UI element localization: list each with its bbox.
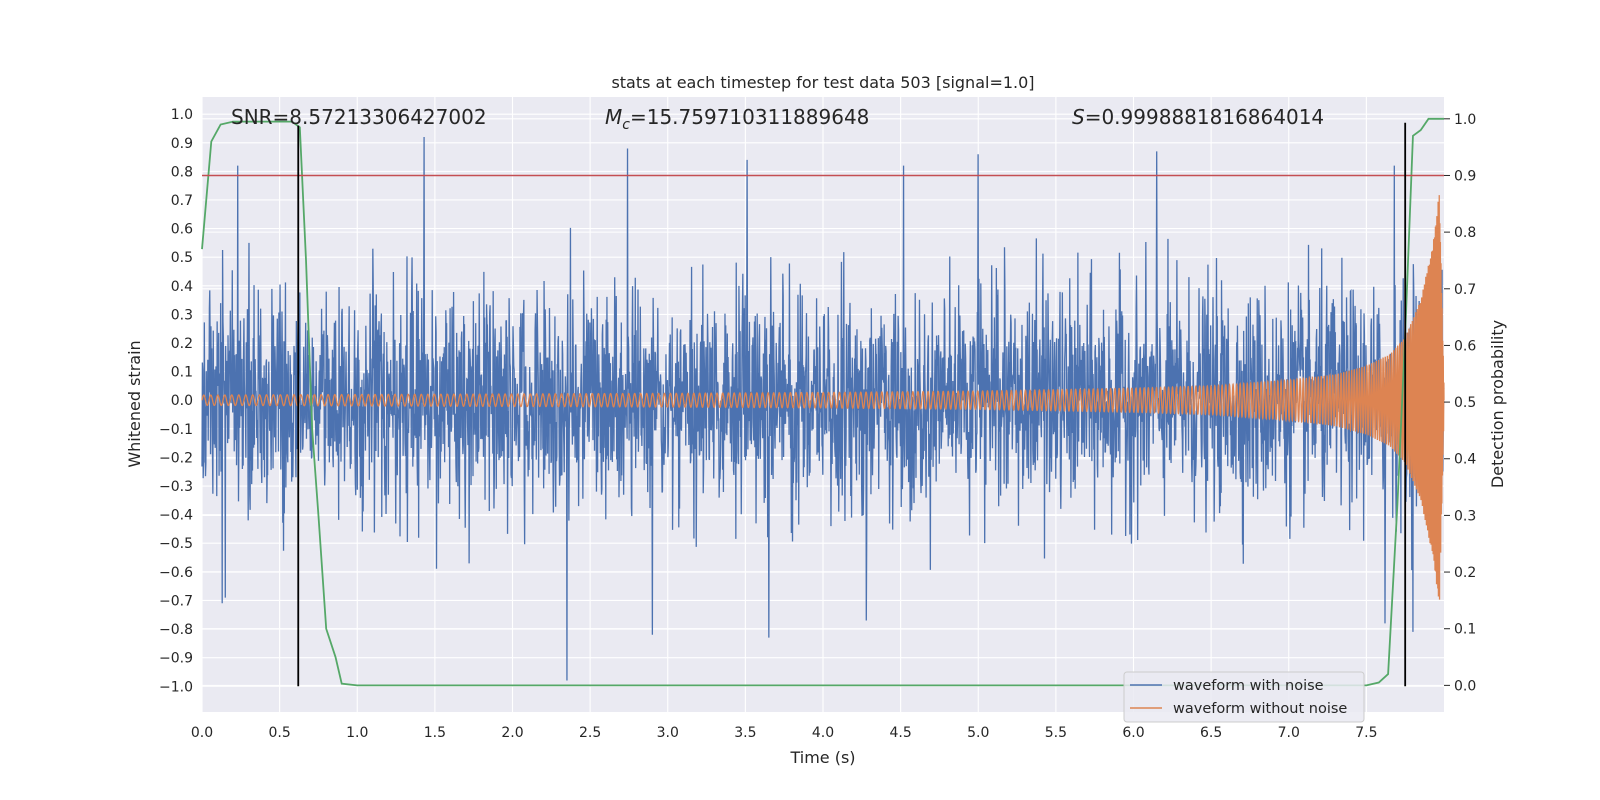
x-tick-label: 1.0 <box>346 725 368 741</box>
y-left-tick-label: 0.6 <box>171 222 193 238</box>
clean-waveform-line <box>201 195 1445 600</box>
y-right-tick-label: 0.5 <box>1454 395 1476 411</box>
y-right-tick-label: 0.8 <box>1454 225 1476 241</box>
y-left-tick-label: −0.8 <box>159 622 193 638</box>
y-left-tick-label: 0.7 <box>171 193 193 209</box>
series-waveform-with-noise <box>201 137 1445 681</box>
s-annotation: S=0.9998881816864014 <box>1072 105 1324 129</box>
noise-waveform-line <box>201 137 1445 681</box>
x-tick-label: 5.5 <box>1045 725 1067 741</box>
y-right-tick-label: 0.3 <box>1454 508 1476 524</box>
y-left-tick-label: 0.9 <box>171 136 193 152</box>
x-tick-label: 7.0 <box>1278 725 1300 741</box>
y-left-tick-label: 1.0 <box>171 107 193 123</box>
x-tick-label: 0.5 <box>268 725 290 741</box>
y-right-tick-label: 0.6 <box>1454 338 1476 354</box>
x-tick-label: 4.5 <box>889 725 911 741</box>
y-left-tick-label: −0.2 <box>159 450 193 466</box>
y-left-tick-label: 0.3 <box>171 307 193 323</box>
probability-line <box>201 117 1444 687</box>
y-right-tick-label: 0.9 <box>1454 168 1476 184</box>
y-right-tick-label: 0.1 <box>1454 622 1476 638</box>
y-left-tick-label: −0.9 <box>159 651 193 667</box>
y-right-tick-label: 0.7 <box>1454 282 1476 298</box>
y-left-tick-label: 0.8 <box>171 164 193 180</box>
x-tick-label: 6.5 <box>1200 725 1222 741</box>
mc-annotation: Mc=15.759710311889648 <box>605 105 869 133</box>
reference-lines <box>202 122 1444 687</box>
legend-label-clean: waveform without noise <box>1173 701 1347 717</box>
y-left-tick-label: 0.5 <box>171 250 193 266</box>
mc-symbol: M <box>605 105 622 129</box>
x-tick-label: 0.0 <box>191 725 213 741</box>
mc-value: =15.759710311889648 <box>630 105 869 129</box>
y-right-tick-label: 1.0 <box>1454 112 1476 128</box>
x-tick-label: 7.5 <box>1355 725 1377 741</box>
x-tick-label: 6.0 <box>1122 725 1144 741</box>
x-tick-label: 5.0 <box>967 725 989 741</box>
x-tick-label: 2.5 <box>579 725 601 741</box>
y-left-tick-label: 0.2 <box>171 336 193 352</box>
y-left-tick-label: 0.4 <box>171 279 193 295</box>
y-right-tick-label: 0.0 <box>1454 678 1476 694</box>
legend-label-noise: waveform with noise <box>1173 678 1324 694</box>
x-axis-label: Time (s) <box>789 748 855 767</box>
y-left-tick-label: 0.1 <box>171 365 193 381</box>
y-left-tick-label: 0.0 <box>171 393 193 409</box>
y-right-tick-label: 0.2 <box>1454 565 1476 581</box>
y-left-tick-label: −0.5 <box>159 536 193 552</box>
series-waveform-without-noise <box>201 195 1445 600</box>
y-left-tick-label: −0.7 <box>159 593 193 609</box>
y-left-tick-label: −1.0 <box>159 679 193 695</box>
s-symbol: S <box>1072 105 1085 129</box>
x-tick-label: 3.0 <box>657 725 679 741</box>
legend: waveform with noise waveform without noi… <box>1123 671 1365 723</box>
y-axis-label-right: Detection probability <box>1488 320 1507 488</box>
y-left-tick-label: −0.4 <box>159 508 193 524</box>
x-tick-label: 4.0 <box>812 725 834 741</box>
x-tick-label: 1.5 <box>424 725 446 741</box>
mc-subscript: c <box>622 117 630 133</box>
y-right-tick-label: 0.4 <box>1454 452 1476 468</box>
s-value: =0.9998881816864014 <box>1085 105 1324 129</box>
x-tick-label: 3.5 <box>734 725 756 741</box>
axis-ticks: 0.0 0.5 1.0 1.5 2.0 2.5 3.0 3.5 4.0 4.5 5.0 5.5 6.0 6… <box>159 107 1476 741</box>
x-tick-label: 2.0 <box>501 725 523 741</box>
chart-title: stats at each timestep for test data 503… <box>611 73 1034 92</box>
y-left-tick-label: −0.3 <box>159 479 193 495</box>
legend-box <box>1123 671 1365 723</box>
y-left-tick-label: −0.6 <box>159 565 193 581</box>
y-left-tick-label: −0.1 <box>159 422 193 438</box>
y-axis-label-left: Whitened strain <box>125 340 144 467</box>
snr-annotation: SNR=8.57213306427002 <box>231 105 487 129</box>
series-detection-probability <box>201 117 1444 687</box>
